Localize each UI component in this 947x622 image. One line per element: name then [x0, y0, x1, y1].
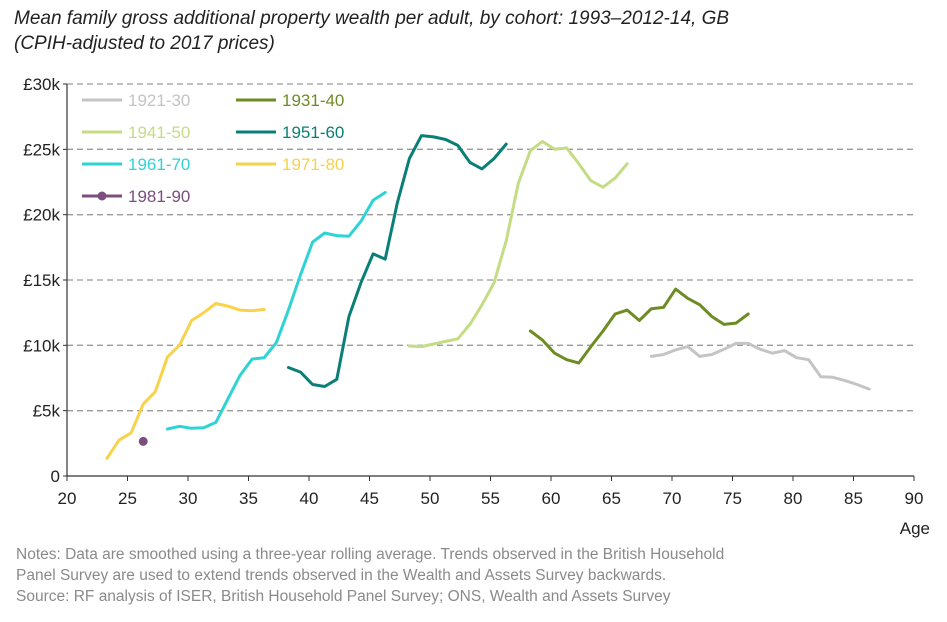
notes-line-1: Notes: Data are smoothed using a three-y…	[16, 544, 724, 565]
x-tick-label: 50	[421, 489, 440, 508]
y-tick-label: £10k	[23, 336, 60, 355]
y-tick-label: £5k	[33, 402, 61, 421]
chart-notes: Notes: Data are smoothed using a three-y…	[16, 544, 724, 607]
legend-label: 1931-40	[282, 91, 344, 110]
x-tick-label: 75	[723, 489, 742, 508]
x-tick-label: 90	[905, 489, 924, 508]
legend-item-1981-90: 1981-90	[82, 187, 190, 206]
x-tick-label: 70	[663, 489, 682, 508]
y-tick-label: £15k	[23, 271, 60, 290]
x-tick-label: 65	[602, 489, 621, 508]
y-tick-label: 0	[51, 467, 60, 486]
x-tick-label: 25	[118, 489, 137, 508]
x-tick-label: 45	[360, 489, 379, 508]
x-tick-label: 85	[844, 489, 863, 508]
legend-label: 1961-70	[128, 155, 190, 174]
source-line: Source: RF analysis of ISER, British Hou…	[16, 586, 724, 607]
legend: 1921-30 1931-40 1941-50 1951-60 1961-70 1971-…	[82, 91, 344, 206]
legend-item-1941-50: 1941-50	[82, 123, 190, 142]
y-tick-label: £20k	[23, 206, 60, 225]
gridlines	[67, 84, 914, 411]
x-tick-label: 30	[179, 489, 198, 508]
legend-item-1921-30: 1921-30	[82, 91, 190, 110]
x-tick-label: 35	[239, 489, 258, 508]
legend-label: 1951-60	[282, 123, 344, 142]
line-chart: 0 £5k £10k £15k £20k £25k £30k 20 25 30 35 40 45 50 55…	[0, 0, 947, 540]
legend-label: 1981-90	[128, 187, 190, 206]
legend-item-1971-80: 1971-80	[236, 155, 344, 174]
y-tick-label: £25k	[23, 140, 60, 159]
legend-item-1931-40: 1931-40	[236, 91, 344, 110]
series-line-1921-30	[651, 343, 869, 389]
series-lines	[107, 136, 869, 459]
data-point-1981-90	[139, 437, 148, 446]
legend-label: 1971-80	[282, 155, 344, 174]
legend-label: 1941-50	[128, 123, 190, 142]
x-tick-label: 80	[784, 489, 803, 508]
legend-marker	[98, 192, 107, 201]
legend-item-1951-60: 1951-60	[236, 123, 344, 142]
notes-line-2: Panel Survey are used to extend trends o…	[16, 565, 724, 586]
x-tick-label: 55	[481, 489, 500, 508]
series-line-1971-80	[107, 304, 264, 459]
legend-label: 1921-30	[128, 91, 190, 110]
series-line-1941-50	[409, 142, 627, 347]
x-tick-label: 20	[58, 489, 77, 508]
x-tick-label: 60	[542, 489, 561, 508]
legend-item-1961-70: 1961-70	[82, 155, 190, 174]
x-tick-label: 40	[300, 489, 319, 508]
x-axis-label: Age	[900, 519, 930, 538]
y-tick-label: £30k	[23, 75, 60, 94]
